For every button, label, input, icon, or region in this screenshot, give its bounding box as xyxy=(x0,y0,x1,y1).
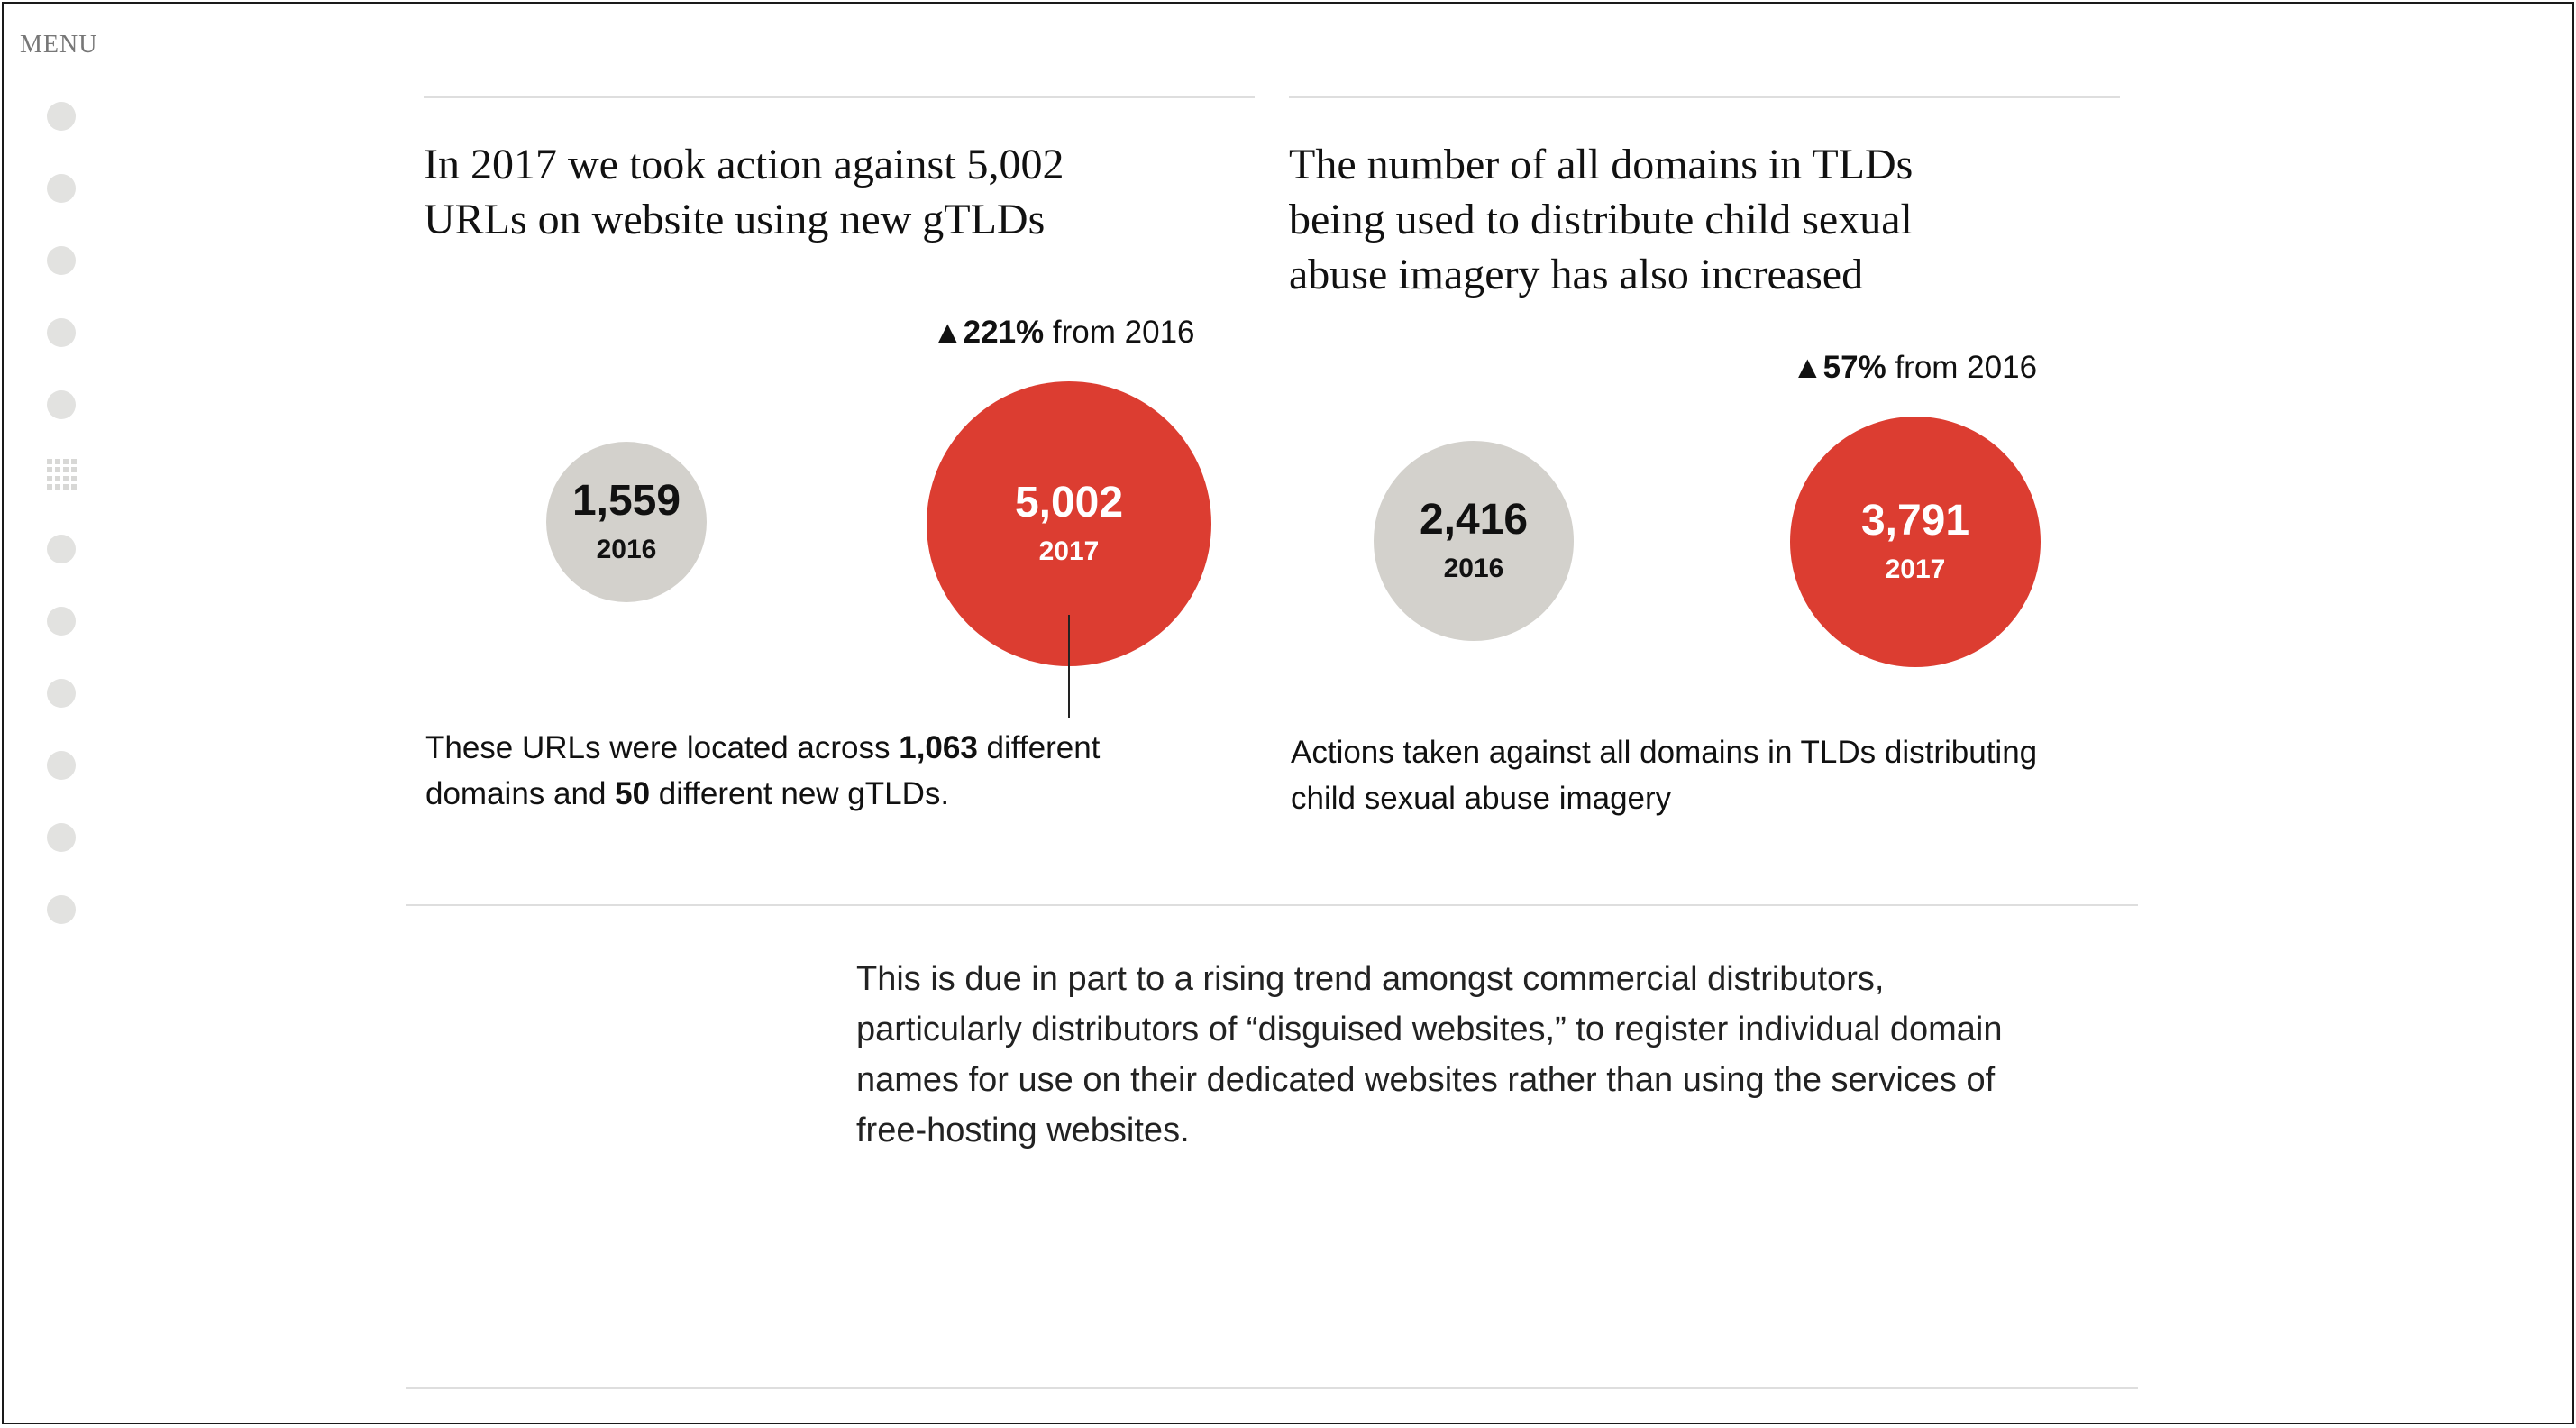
nav-dot-1[interactable] xyxy=(47,102,76,131)
left-circle-2016: 1,559 2016 xyxy=(546,442,707,602)
section-divider xyxy=(406,904,2138,906)
left-heading-line-1: In 2017 we took action against 5,002 xyxy=(424,141,1064,188)
nav-dot-4[interactable] xyxy=(47,318,76,347)
body-line-1: This is due in part to a rising trend am… xyxy=(856,960,1885,998)
left-caption-gtld-count: 50 xyxy=(615,776,651,811)
left-caption-domains-count: 1,063 xyxy=(899,730,978,765)
left-caption-text-c: different xyxy=(977,730,1101,765)
right-change-indicator: ▲57% from 2016 xyxy=(1792,350,2037,386)
left-change-indicator: ▲221% from 2016 xyxy=(932,315,1195,351)
nav-dot-11[interactable] xyxy=(47,895,76,924)
right-circle-2016: 2,416 2016 xyxy=(1374,441,1574,641)
right-2017-year: 2017 xyxy=(1885,554,1946,584)
left-caption-text-d: domains and xyxy=(425,776,616,811)
right-circle-2017: 3,791 2017 xyxy=(1790,416,2041,667)
right-change-suffix: from 2016 xyxy=(1886,350,2038,385)
body-line-3: names for use on their dedicated website… xyxy=(856,1061,1996,1099)
left-panel-heading: In 2017 we took action against 5,002 URL… xyxy=(424,137,1064,247)
right-2017-value: 3,791 xyxy=(1860,497,1970,545)
bottom-divider xyxy=(406,1387,2138,1389)
right-heading-line-2: being used to distribute child sexual xyxy=(1289,196,1913,243)
callout-leader-line xyxy=(1068,615,1070,718)
left-caption: These URLs were located across 1,063 dif… xyxy=(425,725,1100,817)
left-2017-value: 5,002 xyxy=(1014,479,1124,526)
right-panel-heading: The number of all domains in TLDs being … xyxy=(1289,137,1913,302)
right-panel-top-rule xyxy=(1289,96,2120,98)
body-paragraph: This is due in part to a rising trend am… xyxy=(856,954,2002,1156)
left-caption-text-a: These URLs were located across xyxy=(425,730,900,765)
menu-button[interactable]: MENU xyxy=(20,31,98,59)
nav-dot-6[interactable] xyxy=(47,535,76,563)
left-2016-value: 1,559 xyxy=(571,477,681,525)
nav-dot-8[interactable] xyxy=(47,679,76,708)
right-change-value: 57% xyxy=(1822,350,1886,385)
right-caption-line-1: Actions taken against all domains in TLD… xyxy=(1291,735,2038,770)
right-caption-line-2: child sexual abuse imagery xyxy=(1291,781,1672,816)
body-line-4: free-hosting websites. xyxy=(856,1112,1190,1149)
left-panel-top-rule xyxy=(424,96,1255,98)
nav-dot-3[interactable] xyxy=(47,246,76,275)
left-caption-text-f: different new gTLDs. xyxy=(650,776,950,811)
nav-dot-9[interactable] xyxy=(47,751,76,780)
left-change-value: 221% xyxy=(963,315,1045,350)
right-2016-value: 2,416 xyxy=(1419,496,1529,544)
right-2016-year: 2016 xyxy=(1443,554,1504,583)
right-heading-line-3: abuse imagery has also increased xyxy=(1289,251,1864,298)
left-2016-year: 2016 xyxy=(596,535,657,564)
nav-dot-10[interactable] xyxy=(47,823,76,852)
nav-dot-2[interactable] xyxy=(47,174,76,203)
nav-dot-7[interactable] xyxy=(47,607,76,636)
right-caption: Actions taken against all domains in TLD… xyxy=(1291,729,2037,821)
up-arrow-icon: ▲ xyxy=(932,315,964,350)
up-arrow-icon: ▲ xyxy=(1792,350,1823,385)
left-change-suffix: from 2016 xyxy=(1044,315,1195,350)
grid-icon[interactable] xyxy=(47,459,78,490)
right-heading-line-1: The number of all domains in TLDs xyxy=(1289,141,1914,188)
left-heading-line-2: URLs on website using new gTLDs xyxy=(424,196,1046,243)
body-line-2: particularly distributors of “disguised … xyxy=(856,1011,2003,1048)
nav-dot-5[interactable] xyxy=(47,390,76,419)
left-2017-year: 2017 xyxy=(1038,536,1100,566)
